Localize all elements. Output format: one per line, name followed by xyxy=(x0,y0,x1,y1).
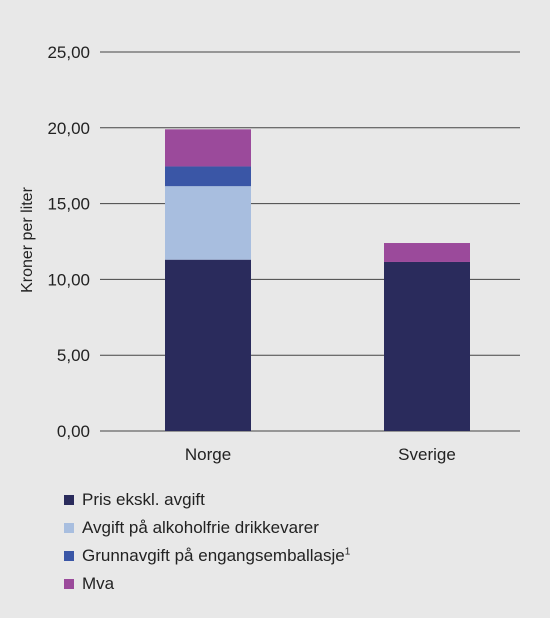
legend-swatch-avgift-alkoholfrie xyxy=(64,523,74,533)
legend-swatch-pris xyxy=(64,495,74,505)
bar-segment-sverige-3 xyxy=(384,243,470,262)
legend-item-avgift-alkoholfrie: Avgift på alkoholfrie drikkevarer xyxy=(64,514,350,542)
bar-segment-norge-3 xyxy=(165,129,251,167)
y-tick-label: 0,00 xyxy=(57,422,90,441)
legend-label-grunnavgift: Grunnavgift på engangsemballasje1 xyxy=(82,546,350,566)
y-tick-label: 5,00 xyxy=(57,346,90,365)
legend-label-mva: Mva xyxy=(82,574,115,593)
legend-label-pris: Pris ekskl. avgift xyxy=(82,490,205,509)
footnote-marker: 1 xyxy=(344,546,351,558)
legend-swatch-grunnavgift xyxy=(64,551,74,561)
legend-label-avgift-alkoholfrie: Avgift på alkoholfrie drikkevarer xyxy=(82,518,319,537)
x-category-label-norge: Norge xyxy=(185,445,231,464)
y-tick-label: 25,00 xyxy=(47,43,90,62)
x-category-label-sverige: Sverige xyxy=(398,445,456,464)
legend-swatch-mva xyxy=(64,579,74,589)
legend-item-mva: Mva xyxy=(64,570,350,598)
bars xyxy=(165,129,470,431)
legend-label-grunnavgift-text: Grunnavgift på engangsemballasje xyxy=(82,546,345,565)
y-tick-labels: 0,00 5,00 10,00 15,00 20,00 25,00 xyxy=(47,43,90,441)
y-tick-label: 15,00 xyxy=(47,195,90,214)
legend: Pris ekskl. avgift Avgift på alkoholfrie… xyxy=(64,486,350,598)
legend-item-grunnavgift: Grunnavgift på engangsemballasje1 xyxy=(64,542,350,570)
y-tick-label: 20,00 xyxy=(47,119,90,138)
bar-segment-norge-1 xyxy=(165,186,251,260)
bar-segment-norge-2 xyxy=(165,166,251,187)
bar-segment-sverige-0 xyxy=(384,261,470,431)
y-tick-label: 10,00 xyxy=(47,270,90,289)
legend-item-pris: Pris ekskl. avgift xyxy=(64,486,350,514)
y-axis-title: Kroner per liter xyxy=(19,186,36,292)
x-category-labels: Norge Sverige xyxy=(185,445,456,464)
bar-segment-norge-0 xyxy=(165,259,251,431)
